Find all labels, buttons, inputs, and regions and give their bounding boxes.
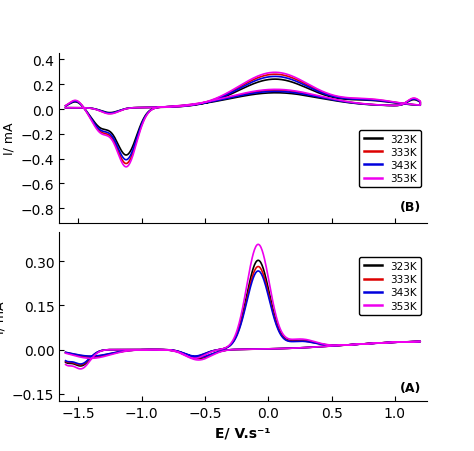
Y-axis label: I/ mA: I/ mA xyxy=(2,123,15,155)
X-axis label: E/ V.s⁻¹: E/ V.s⁻¹ xyxy=(215,426,271,440)
Legend: 323K, 333K, 343K, 353K: 323K, 333K, 343K, 353K xyxy=(359,130,421,188)
Text: (B): (B) xyxy=(400,200,421,213)
Legend: 323K, 333K, 343K, 353K: 323K, 333K, 343K, 353K xyxy=(359,258,421,315)
Text: (A): (A) xyxy=(400,382,421,395)
Y-axis label: I/ mA: I/ mA xyxy=(0,300,7,333)
